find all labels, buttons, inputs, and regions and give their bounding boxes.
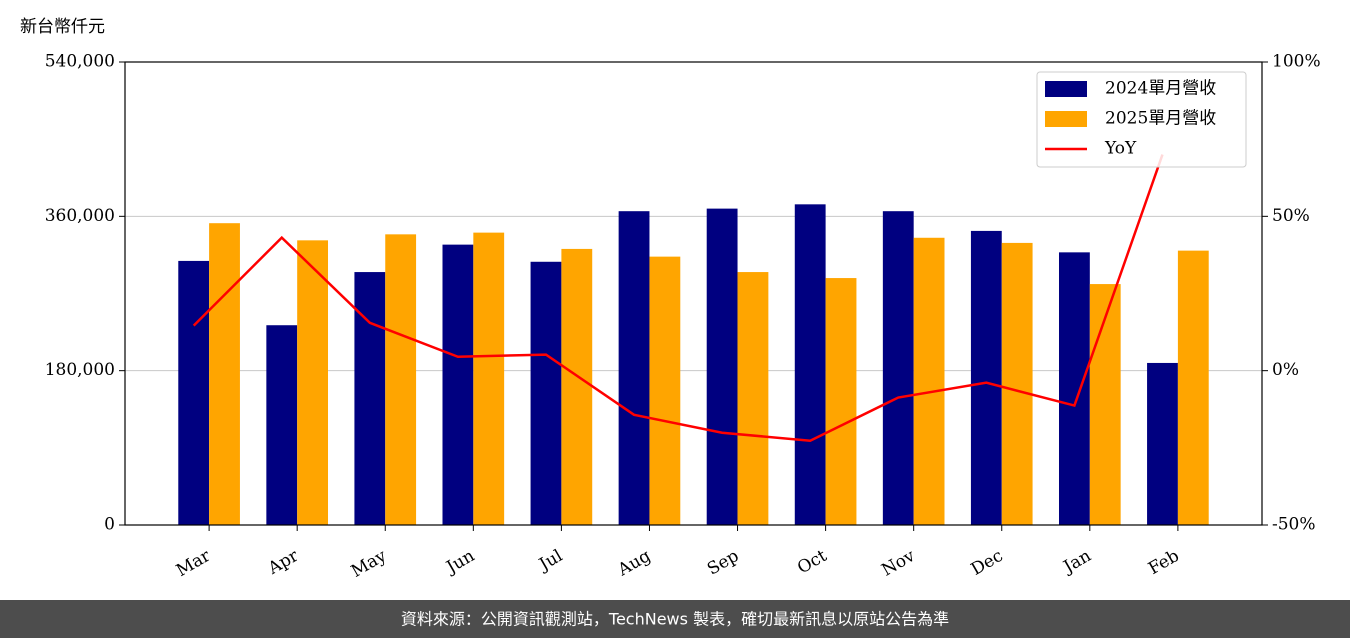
bar: [530, 261, 562, 525]
bar: [882, 211, 914, 525]
footer: 資料來源：公開資訊觀測站，TechNews 製表，確切最新訊息以原站公告為準: [401, 610, 949, 629]
x-tick-label: Apr: [264, 545, 303, 579]
bar: [1177, 250, 1209, 525]
bar: [794, 204, 826, 525]
y2-tick-label: 100%: [1272, 52, 1321, 72]
bar: [473, 232, 505, 525]
y-tick-label: 180,000: [45, 360, 115, 380]
bar: [178, 260, 210, 525]
x-tick-label: Jun: [441, 546, 478, 579]
bar: [266, 325, 298, 525]
bar: [649, 256, 681, 525]
y-tick-label: 540,000: [45, 52, 115, 72]
x-tick-label: May: [348, 546, 391, 582]
y2-tick-label: 50%: [1272, 206, 1310, 226]
y-axis-label: 新台幣仟元: [20, 17, 105, 37]
legend-swatch: [1045, 111, 1087, 127]
legend-label: 2025單月營收: [1105, 109, 1216, 129]
bar: [706, 208, 738, 525]
footer-bar: [0, 600, 1350, 638]
legend-box: [1036, 71, 1247, 168]
x-tick-label: Dec: [968, 546, 1007, 580]
x-tick-label: Mar: [173, 545, 215, 581]
x-tick-label: Oct: [794, 546, 830, 579]
x-tick-label: Jan: [1059, 546, 1095, 578]
yoy-line: [192, 154, 1164, 443]
bar: [561, 248, 593, 526]
bar: [618, 211, 650, 525]
legend-swatch: [1045, 81, 1087, 97]
y-tick-label: 0: [104, 515, 115, 535]
bar: [825, 278, 857, 525]
bar: [1001, 242, 1033, 525]
bar: [385, 234, 417, 526]
plot-frame: [124, 61, 1263, 526]
legend-label: 2024單月營收: [1105, 79, 1216, 99]
x-tick-label: Nov: [878, 546, 918, 581]
bar: [737, 272, 769, 525]
y2-tick-label: -50%: [1272, 515, 1316, 535]
bar: [1058, 252, 1090, 525]
x-tick-label: Jul: [534, 546, 566, 576]
bar: [209, 223, 240, 525]
y-tick-label: 360,000: [45, 206, 115, 226]
x-tick-label: Sep: [704, 546, 742, 580]
bar: [354, 272, 386, 525]
bar: [297, 240, 329, 525]
bar: [442, 244, 474, 525]
y2-tick-label: 0%: [1272, 360, 1299, 380]
bar: [1147, 362, 1178, 525]
bar: [1089, 284, 1121, 525]
x-tick-label: Feb: [1145, 546, 1183, 579]
legend-label: YoY: [1104, 139, 1137, 159]
x-tick-label: Aug: [614, 546, 655, 581]
bar: [913, 237, 945, 525]
bar: [970, 230, 1002, 526]
